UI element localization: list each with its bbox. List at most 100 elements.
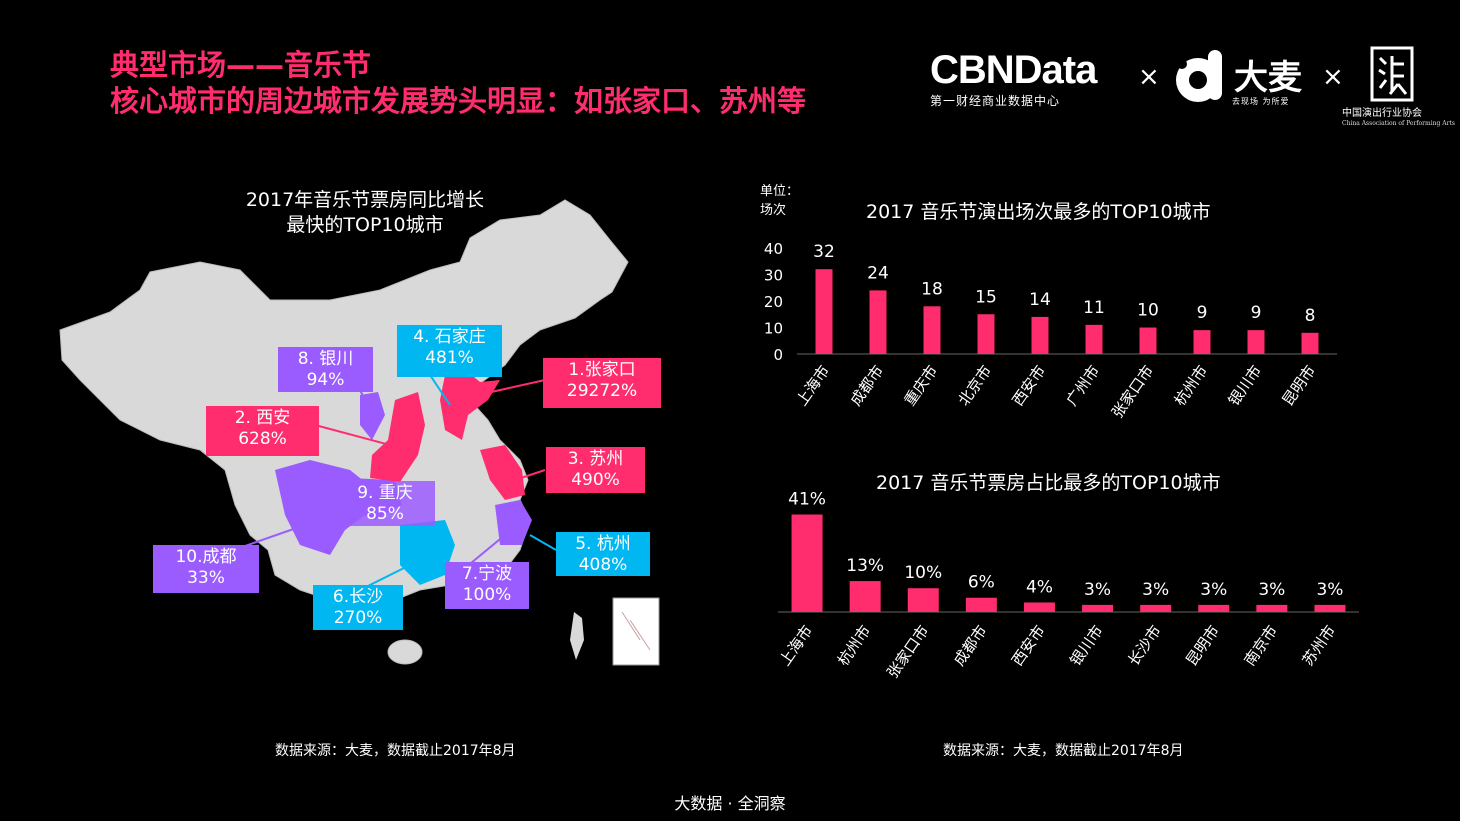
chart1-bar bbox=[923, 306, 941, 354]
chart2-bar bbox=[849, 581, 881, 612]
chart2-value-label: 3% bbox=[1142, 580, 1169, 600]
chart2-category-label: 西安市 bbox=[1008, 622, 1049, 669]
map-label-value: 481% bbox=[425, 348, 474, 368]
chart2-bar bbox=[1023, 602, 1055, 612]
map-label-chongqing: 9. 重庆 85% bbox=[335, 481, 435, 526]
chart2-value-label: 3% bbox=[1084, 580, 1111, 600]
chart2-category-label: 成都市 bbox=[950, 622, 991, 669]
chart1-bar bbox=[1301, 332, 1319, 354]
association-name-en: China Association of Performing Arts bbox=[1342, 120, 1455, 127]
unit-label-line1: 单位： bbox=[760, 184, 800, 199]
map-label-suzhou: 3. 苏州 490% bbox=[546, 447, 645, 493]
chart1-title: 2017 音乐节演出场次最多的TOP10城市 bbox=[866, 201, 1211, 223]
chart1-bar bbox=[869, 290, 887, 354]
chart1-unit-label: 单位： 场次 bbox=[760, 182, 799, 220]
chart1-category-label: 成都市 bbox=[847, 362, 888, 409]
chart2-value-label: 41% bbox=[788, 490, 826, 510]
chart2-value-label: 6% bbox=[968, 573, 995, 593]
map-label-shijiazhuang: 4. 石家庄 481% bbox=[397, 325, 502, 377]
cbndata-logo-subtitle: 第一财经商业数据中心 bbox=[930, 94, 1061, 108]
chart1-category-label: 昆明市 bbox=[1279, 362, 1320, 409]
chart2-bar bbox=[1082, 604, 1114, 612]
map-label-changsha: 6.长沙 270% bbox=[313, 585, 403, 630]
map-label-value: 100% bbox=[462, 585, 512, 605]
chart2-bar bbox=[965, 597, 997, 612]
map-label-city: 6.长沙 bbox=[332, 587, 384, 607]
map-label-value: 94% bbox=[306, 370, 345, 390]
chart2-category-label: 昆明市 bbox=[1182, 622, 1223, 669]
chart1-category-label: 广州市 bbox=[1063, 362, 1104, 409]
chart1-value-label: 10 bbox=[1137, 301, 1159, 321]
chart1-y-tick-label: 20 bbox=[764, 293, 783, 311]
map-label-chengdu: 10.成都 33% bbox=[153, 545, 259, 593]
chart1-value-label: 32 bbox=[813, 242, 835, 262]
chart2-category-label: 南京市 bbox=[1241, 622, 1282, 669]
chart2-value-label: 13% bbox=[846, 556, 884, 576]
chart1-category-label: 北京市 bbox=[955, 362, 996, 409]
page-title: 典型市场——音乐节 bbox=[110, 48, 372, 82]
chart1-value-label: 8 bbox=[1305, 306, 1316, 326]
chart1-category-label: 上海市 bbox=[793, 362, 834, 409]
chart1-bar bbox=[1085, 324, 1103, 354]
map-label-city: 3. 苏州 bbox=[567, 449, 624, 469]
chart1-category-label: 西安市 bbox=[1009, 362, 1050, 409]
chart1-y-tick-label: 30 bbox=[764, 267, 783, 285]
map-label-value: 490% bbox=[571, 470, 620, 490]
map-label-value: 85% bbox=[366, 504, 404, 524]
map-label-city: 1.张家口 bbox=[568, 360, 636, 380]
map-label-city: 9. 重庆 bbox=[357, 483, 413, 503]
map-label-value: 628% bbox=[238, 429, 287, 449]
chart2-bar bbox=[1198, 604, 1230, 612]
cbndata-logo-word: CBNData bbox=[930, 48, 1097, 92]
chart2-value-label: 3% bbox=[1200, 580, 1227, 600]
map-label-yinchuan: 8. 银川 94% bbox=[278, 347, 373, 392]
damai-logo-icon bbox=[1176, 50, 1222, 102]
chart1-category-label: 银川市 bbox=[1225, 362, 1266, 409]
logo-separator: × bbox=[1322, 62, 1344, 92]
chart1-bar bbox=[1247, 330, 1265, 354]
chart2-category-label: 上海市 bbox=[776, 622, 817, 669]
map-label-value: 33% bbox=[187, 568, 225, 588]
chart1-value-label: 15 bbox=[975, 287, 997, 307]
chart1-value-label: 9 bbox=[1251, 303, 1262, 323]
map-label-xian: 2. 西安 628% bbox=[206, 406, 319, 456]
chart2-bar bbox=[1256, 604, 1288, 612]
chart2-category-label: 银川市 bbox=[1066, 622, 1107, 669]
chart2-bar bbox=[907, 588, 939, 612]
association-seal-icon bbox=[1370, 46, 1414, 102]
map-label-value: 408% bbox=[578, 555, 628, 575]
chart1-value-label: 9 bbox=[1197, 303, 1208, 323]
map-label-ningbo: 7.宁波 100% bbox=[445, 562, 529, 609]
chart2-value-label: 10% bbox=[904, 563, 942, 583]
chart1-value-label: 24 bbox=[867, 263, 889, 283]
association-name: 中国演出行业协会 bbox=[1342, 108, 1422, 119]
chart1-category-label: 杭州市 bbox=[1171, 362, 1212, 409]
chart2-bar bbox=[1140, 604, 1172, 612]
footer-slogan: 大数据 · 全洞察 bbox=[674, 794, 786, 813]
chart1-category-label: 张家口市 bbox=[1108, 362, 1157, 421]
chart1-bar bbox=[977, 314, 995, 354]
chart1-bar bbox=[1193, 330, 1211, 354]
map-source-note: 数据来源：大麦，数据截止2017年8月 bbox=[275, 743, 516, 759]
map-label-city: 5. 杭州 bbox=[575, 534, 631, 554]
chart1-y-tick-label: 40 bbox=[764, 240, 783, 258]
chart1-bar bbox=[1031, 316, 1049, 354]
chart2-category-label: 苏州市 bbox=[1299, 622, 1340, 669]
map-label-city: 4. 石家庄 bbox=[413, 327, 486, 347]
damai-logo-slogan: 去现场 为所爱 bbox=[1232, 97, 1290, 106]
map-label-value: 270% bbox=[333, 608, 383, 628]
page-subtitle: 核心城市的周边城市发展势头明显：如张家口、苏州等 bbox=[110, 84, 807, 118]
map-label-hangzhou: 5. 杭州 408% bbox=[556, 532, 650, 576]
map-label-zhangjiakou: 1.张家口 29272% bbox=[543, 358, 661, 408]
map-label-city: 7.宁波 bbox=[461, 564, 513, 584]
chart2-category-label: 长沙市 bbox=[1124, 622, 1165, 669]
map-label-value: 29272% bbox=[566, 381, 638, 401]
chart1-value-label: 18 bbox=[921, 279, 943, 299]
chart2-bar bbox=[1314, 604, 1346, 612]
chart1-bar bbox=[1139, 327, 1157, 354]
cbndata-logo: CBNData 第一财经商业数据中心 bbox=[930, 48, 1097, 109]
chart2-value-label: 3% bbox=[1316, 580, 1343, 600]
chart2-value-label: 3% bbox=[1258, 580, 1285, 600]
chart2-category-label: 张家口市 bbox=[883, 622, 932, 681]
chart2-category-label: 杭州市 bbox=[834, 622, 875, 669]
